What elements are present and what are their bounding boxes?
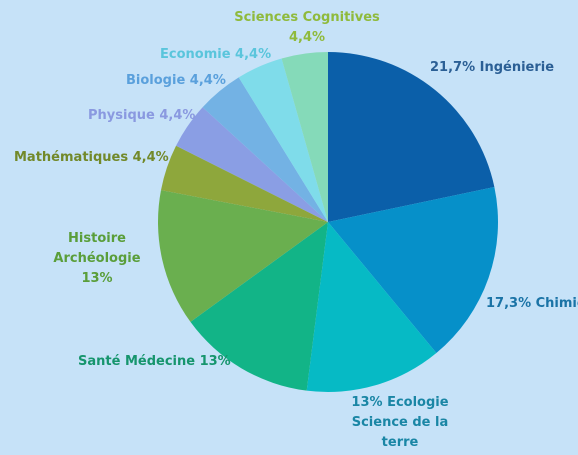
slice-sante-medecine xyxy=(190,222,328,391)
label-mathematiques: Mathématiques 4,4% xyxy=(14,150,169,165)
label-chimie: 17,3% Chimie xyxy=(486,296,578,311)
slice-chimie xyxy=(328,187,499,353)
label-economie: Economie 4,4% xyxy=(160,47,272,62)
slice-physique xyxy=(176,107,328,222)
label-histoire-archeologie: Histoire Archéologie 13% xyxy=(53,231,141,286)
slice-biologie xyxy=(202,77,328,222)
slice-ecologie-science-de-la-terre xyxy=(306,222,437,393)
label-biologie: Biologie 4,4% xyxy=(126,73,226,88)
label-sciences-cognitives: Sciences Cognitives 4,4% xyxy=(234,10,380,45)
slice-histoire-archeologie xyxy=(158,190,328,322)
slice-economie xyxy=(238,58,328,223)
label-physique: Physique 4,4% xyxy=(88,108,196,123)
slice-ingenierie xyxy=(328,52,495,222)
label-sante-medecine: Santé Médecine 13% xyxy=(78,354,231,369)
label-ecologie-science-de-la-terre: 13% Ecologie Science de la terre xyxy=(351,395,449,450)
slice-mathematiques xyxy=(161,145,328,222)
label-ingenierie: 21,7% Ingénierie xyxy=(430,60,555,75)
slice-sciences-cognitives xyxy=(281,52,328,222)
